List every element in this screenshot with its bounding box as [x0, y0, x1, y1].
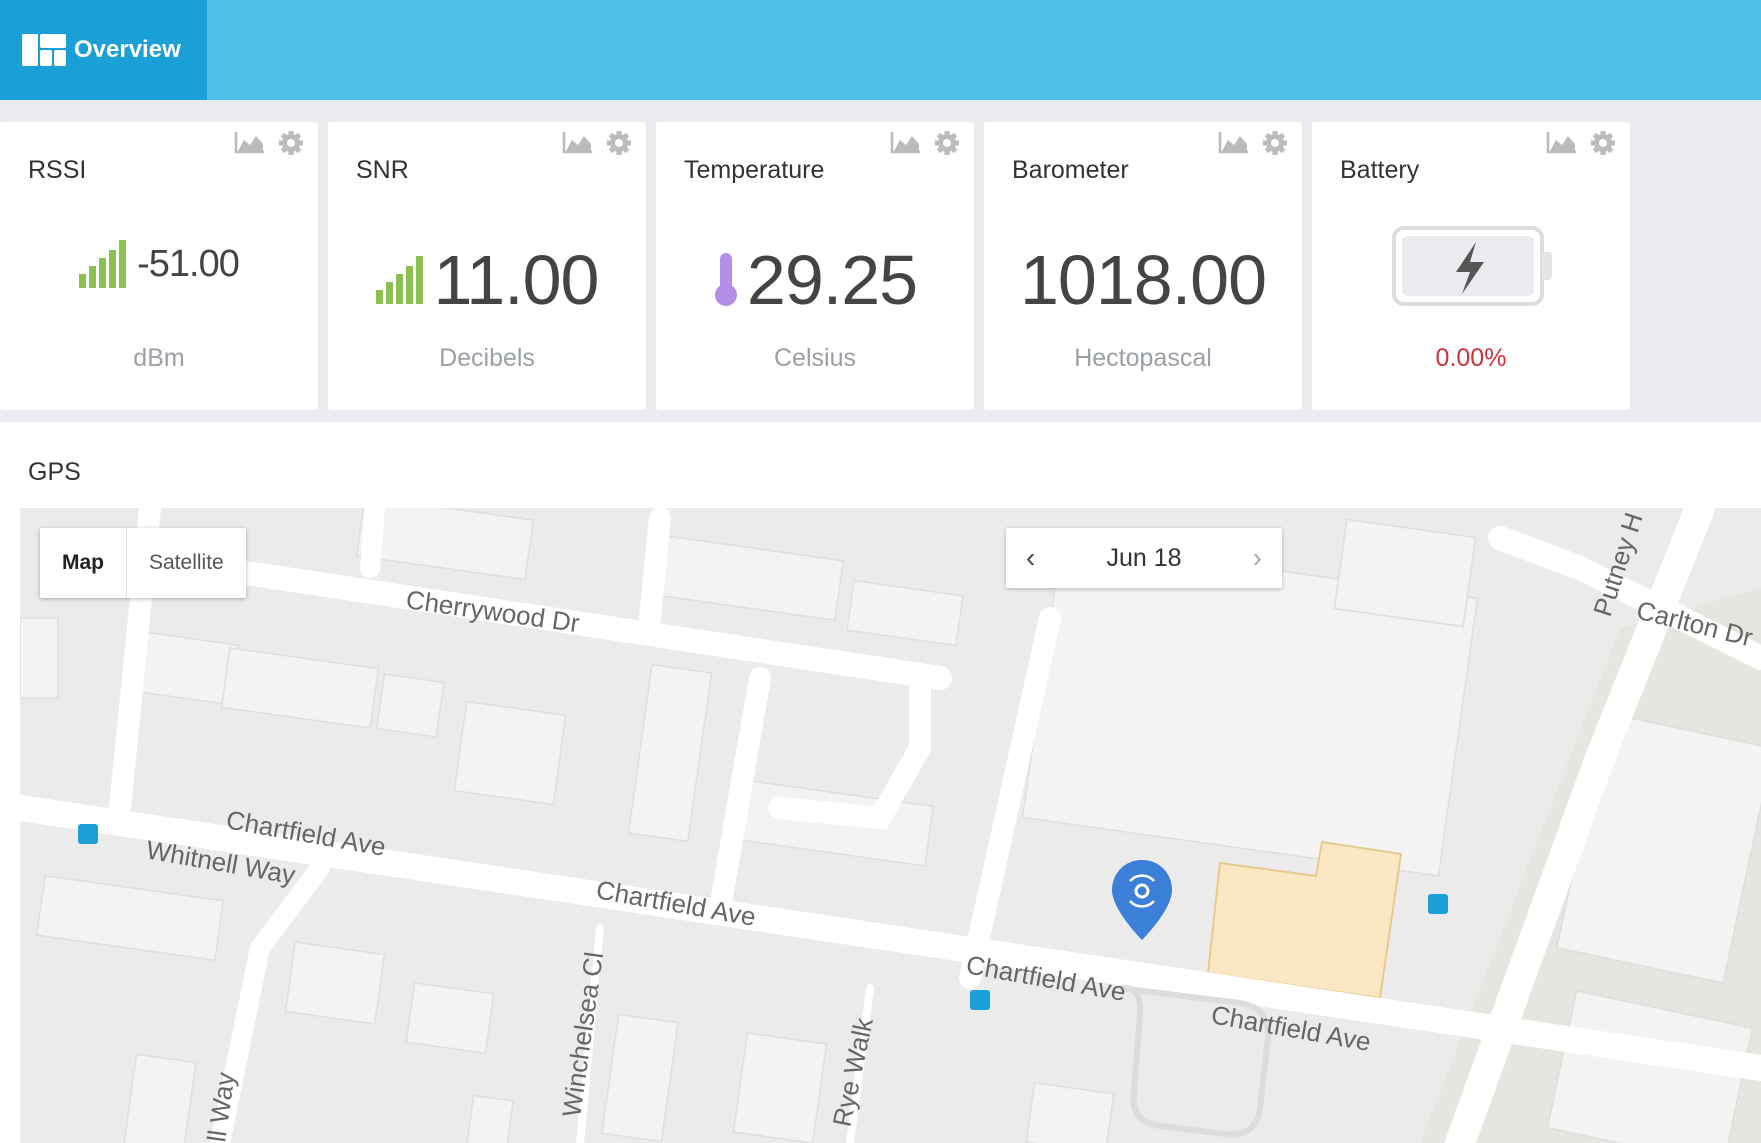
- card-unit: Hectopascal: [1074, 344, 1212, 372]
- date-navigator: ‹ Jun 18 ›: [1006, 528, 1282, 588]
- chart-area-icon[interactable]: [234, 130, 266, 161]
- chevron-left-icon[interactable]: ‹: [1026, 542, 1036, 573]
- gear-icon[interactable]: [934, 130, 960, 161]
- barometer-value-row: 1018.00: [984, 240, 1302, 320]
- card-title: Temperature: [684, 156, 825, 184]
- current-date: Jun 18: [1106, 543, 1182, 572]
- card-title: Barometer: [1012, 156, 1129, 184]
- map-canvas[interactable]: Cherrywood Dr Chartfield Ave Chartfield …: [20, 508, 1761, 1143]
- bus-stop-icon: [78, 824, 1448, 1010]
- gps-title: GPS: [28, 458, 81, 486]
- thermometer-icon: [714, 253, 737, 306]
- map-type-map-button[interactable]: Map: [40, 528, 127, 598]
- barometer-card: Barometer 1018.00 Hectopascal: [984, 122, 1302, 410]
- card-unit: Decibels: [439, 344, 535, 372]
- rssi-value: -51.00: [137, 242, 240, 285]
- temperature-card: Temperature 29.25 Celsius: [656, 122, 974, 410]
- map-view[interactable]: Cherrywood Dr Chartfield Ave Chartfield …: [20, 508, 1761, 1143]
- snr-value: 11.00: [433, 241, 600, 319]
- rssi-value-row: -51.00: [0, 240, 318, 288]
- top-bar: Overview: [0, 0, 1761, 100]
- battery-card: Battery 0.00%: [1312, 122, 1630, 410]
- temperature-value-row: 29.25: [656, 240, 974, 320]
- dashboard-grid-icon: [22, 34, 66, 66]
- temperature-value: 29.25: [746, 241, 918, 319]
- card-title: Battery: [1340, 156, 1420, 184]
- map-type-satellite-button[interactable]: Satellite: [149, 551, 224, 574]
- chart-area-icon[interactable]: [890, 130, 922, 161]
- gear-icon[interactable]: [1590, 130, 1616, 161]
- card-unit: Celsius: [774, 344, 856, 372]
- gear-icon[interactable]: [1262, 130, 1288, 161]
- gps-panel: GPS: [0, 422, 1761, 1143]
- card-title: SNR: [356, 156, 409, 184]
- snr-value-row: 11.00: [328, 240, 646, 320]
- chart-area-icon[interactable]: [562, 130, 594, 161]
- gear-icon[interactable]: [606, 130, 632, 161]
- tab-overview-label: Overview: [74, 36, 181, 63]
- device-location-marker-icon: [1112, 860, 1172, 940]
- rssi-card: RSSI -51.00 dBm: [0, 122, 318, 410]
- signal-bars-icon: [79, 240, 127, 288]
- card-title: RSSI: [28, 156, 87, 184]
- signal-bars-icon: [375, 256, 423, 304]
- battery-charging-icon: [1392, 226, 1552, 306]
- chart-area-icon[interactable]: [1218, 130, 1250, 161]
- snr-card: SNR 11.00 Decibels: [328, 122, 646, 410]
- chevron-right-icon[interactable]: ›: [1252, 542, 1262, 573]
- battery-percentage: 0.00%: [1435, 344, 1507, 372]
- card-unit: dBm: [133, 344, 185, 372]
- barometer-value: 1018.00: [1019, 241, 1267, 319]
- chart-area-icon[interactable]: [1546, 130, 1578, 161]
- map-type-toggle: Map Satellite: [40, 528, 246, 598]
- tab-overview[interactable]: Overview: [0, 0, 207, 100]
- gear-icon[interactable]: [278, 130, 304, 161]
